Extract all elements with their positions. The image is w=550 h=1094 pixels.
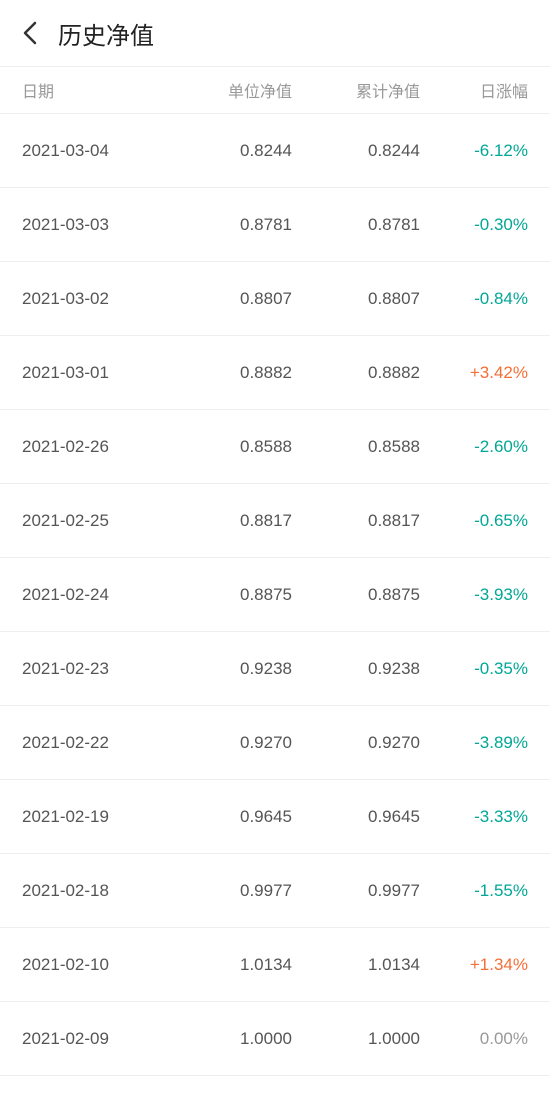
cell-date: 2021-03-02 <box>22 289 162 309</box>
cell-daily-pct: -1.55% <box>420 881 528 901</box>
cell-daily-pct: 0.00% <box>420 1029 528 1049</box>
cell-unit-nav: 0.8588 <box>162 437 292 457</box>
cell-cum-nav: 1.0000 <box>292 1029 420 1049</box>
table-row[interactable]: 2021-02-190.96450.9645-3.33% <box>0 780 550 854</box>
cell-cum-nav: 0.9270 <box>292 733 420 753</box>
cell-unit-nav: 0.8807 <box>162 289 292 309</box>
cell-daily-pct: -3.89% <box>420 733 528 753</box>
table-body: 2021-03-040.82440.8244-6.12%2021-03-030.… <box>0 114 550 1076</box>
table-row[interactable]: 2021-03-030.87810.8781-0.30% <box>0 188 550 262</box>
table-row[interactable]: 2021-03-020.88070.8807-0.84% <box>0 262 550 336</box>
cell-date: 2021-02-25 <box>22 511 162 531</box>
table-row[interactable]: 2021-03-040.82440.8244-6.12% <box>0 114 550 188</box>
cell-unit-nav: 0.8244 <box>162 141 292 161</box>
cell-cum-nav: 1.0134 <box>292 955 420 975</box>
table-row[interactable]: 2021-02-250.88170.8817-0.65% <box>0 484 550 558</box>
cell-cum-nav: 0.9645 <box>292 807 420 827</box>
table-row[interactable]: 2021-02-240.88750.8875-3.93% <box>0 558 550 632</box>
cell-cum-nav: 0.8817 <box>292 511 420 531</box>
cell-date: 2021-02-10 <box>22 955 162 975</box>
cell-date: 2021-02-26 <box>22 437 162 457</box>
cell-cum-nav: 0.8882 <box>292 363 420 383</box>
cell-date: 2021-02-18 <box>22 881 162 901</box>
cell-unit-nav: 0.8882 <box>162 363 292 383</box>
cell-date: 2021-02-23 <box>22 659 162 679</box>
cell-daily-pct: -0.65% <box>420 511 528 531</box>
table-header-row: 日期 单位净值 累计净值 日涨幅 <box>0 66 550 114</box>
back-icon[interactable] <box>18 21 42 45</box>
page-title: 历史净值 <box>58 16 154 51</box>
cell-date: 2021-03-04 <box>22 141 162 161</box>
cell-date: 2021-02-22 <box>22 733 162 753</box>
cell-date: 2021-03-03 <box>22 215 162 235</box>
cell-unit-nav: 0.9238 <box>162 659 292 679</box>
cell-daily-pct: -3.33% <box>420 807 528 827</box>
table-row[interactable]: 2021-02-260.85880.8588-2.60% <box>0 410 550 484</box>
cell-date: 2021-02-09 <box>22 1029 162 1049</box>
column-header-date: 日期 <box>22 78 162 102</box>
cell-daily-pct: +3.42% <box>420 363 528 383</box>
table-row[interactable]: 2021-02-230.92380.9238-0.35% <box>0 632 550 706</box>
cell-unit-nav: 1.0134 <box>162 955 292 975</box>
cell-daily-pct: -3.93% <box>420 585 528 605</box>
column-header-daily-pct: 日涨幅 <box>420 78 528 102</box>
cell-cum-nav: 0.8875 <box>292 585 420 605</box>
cell-cum-nav: 0.8807 <box>292 289 420 309</box>
table-row[interactable]: 2021-02-180.99770.9977-1.55% <box>0 854 550 928</box>
cell-daily-pct: +1.34% <box>420 955 528 975</box>
table-row[interactable]: 2021-03-010.88820.8882+3.42% <box>0 336 550 410</box>
table-row[interactable]: 2021-02-220.92700.9270-3.89% <box>0 706 550 780</box>
cell-unit-nav: 0.9977 <box>162 881 292 901</box>
cell-cum-nav: 0.8244 <box>292 141 420 161</box>
cell-unit-nav: 1.0000 <box>162 1029 292 1049</box>
cell-unit-nav: 0.8781 <box>162 215 292 235</box>
cell-unit-nav: 0.8817 <box>162 511 292 531</box>
cell-date: 2021-03-01 <box>22 363 162 383</box>
cell-daily-pct: -0.30% <box>420 215 528 235</box>
cell-cum-nav: 0.8588 <box>292 437 420 457</box>
cell-cum-nav: 0.8781 <box>292 215 420 235</box>
cell-daily-pct: -0.84% <box>420 289 528 309</box>
cell-daily-pct: -2.60% <box>420 437 528 457</box>
cell-daily-pct: -6.12% <box>420 141 528 161</box>
cell-cum-nav: 0.9238 <box>292 659 420 679</box>
table-row[interactable]: 2021-02-101.01341.0134+1.34% <box>0 928 550 1002</box>
column-header-cum-nav: 累计净值 <box>292 78 420 102</box>
page-header: 历史净值 <box>0 0 550 66</box>
cell-unit-nav: 0.9645 <box>162 807 292 827</box>
table-row[interactable]: 2021-02-091.00001.00000.00% <box>0 1002 550 1076</box>
column-header-unit-nav: 单位净值 <box>162 78 292 102</box>
cell-daily-pct: -0.35% <box>420 659 528 679</box>
cell-date: 2021-02-24 <box>22 585 162 605</box>
cell-unit-nav: 0.9270 <box>162 733 292 753</box>
cell-unit-nav: 0.8875 <box>162 585 292 605</box>
cell-cum-nav: 0.9977 <box>292 881 420 901</box>
cell-date: 2021-02-19 <box>22 807 162 827</box>
